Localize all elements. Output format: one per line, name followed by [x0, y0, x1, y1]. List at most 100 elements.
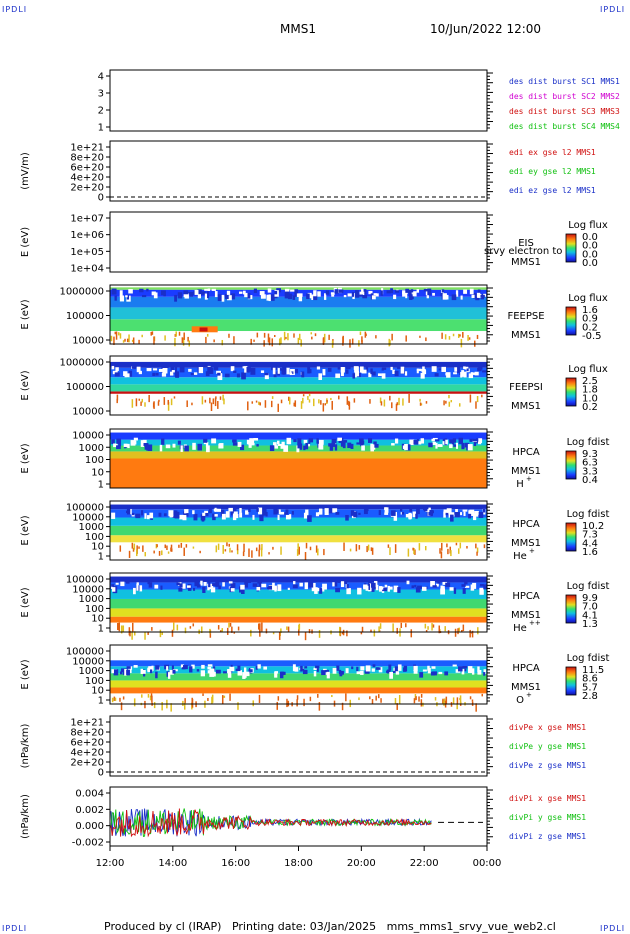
spectrogram-speckle [315, 512, 320, 517]
y-tick-label: 10 [91, 614, 104, 625]
spectrogram-speckle [283, 445, 289, 452]
spectrogram-speckle [431, 666, 436, 669]
spectrogram-speckle [377, 694, 380, 699]
colorbar-tick-label: 4.1 [582, 610, 598, 621]
spectrogram-speckle [396, 703, 398, 710]
colorbar-tick-label: 8.6 [582, 674, 598, 685]
instrument-label: MMS1 [511, 538, 541, 549]
spectrogram-speckle [382, 587, 387, 592]
spectrogram-speckle [262, 508, 267, 516]
spectrogram-speckle [144, 513, 147, 519]
spectrogram-speckle [471, 294, 475, 298]
spectrogram-speckle [476, 395, 479, 403]
spectrogram-speckle [463, 289, 468, 294]
spectrogram-speckle [248, 508, 251, 513]
spectrogram-speckle [374, 580, 378, 588]
spectrogram-speckle [439, 548, 441, 554]
spectrogram-speckle [308, 438, 314, 443]
spectrogram-speckle [196, 584, 201, 588]
spectrogram-speckle [483, 669, 487, 675]
spectrogram-speckle [222, 582, 225, 587]
spectrogram-speckle [400, 508, 403, 512]
spectrogram-speckle [349, 548, 352, 552]
divpi-trace [110, 808, 432, 838]
spectrogram-speckle [461, 442, 465, 450]
spectrogram-speckle [296, 549, 299, 556]
spectrogram-speckle [277, 443, 283, 446]
spectrogram-speckle [466, 368, 469, 372]
spectrogram-speckle [461, 629, 463, 633]
spectrogram-speckle [219, 630, 222, 633]
spectrogram-speckle [122, 696, 125, 700]
spectrogram-speckle [353, 366, 359, 370]
spectrogram-speckle [444, 626, 446, 632]
spectrogram-speckle [360, 666, 365, 671]
y-tick-label: 4 [98, 72, 104, 83]
spectrogram-speckle [172, 622, 175, 631]
spectrogram-speckle [138, 339, 140, 344]
y-tick-label: 1e+21 [70, 143, 104, 154]
spectrogram-speckle [434, 373, 439, 377]
spectrogram-speckle [458, 403, 461, 407]
spectrogram-speckle [421, 586, 427, 591]
instrument-label: MMS1 [511, 257, 541, 268]
spectrogram-speckle [182, 700, 184, 706]
spectrogram-speckle [201, 396, 204, 405]
spectrogram-speckle [343, 542, 345, 551]
spectrogram-speckle [478, 365, 483, 370]
y-tick-label: 1 [98, 696, 104, 707]
y-tick-label: 4e+20 [70, 173, 104, 184]
spectrogram-speckle [464, 668, 467, 672]
y-tick-label: 100000 [66, 647, 104, 658]
spectrogram-speckle [446, 372, 451, 378]
spectrogram-speckle [351, 292, 355, 297]
spectrogram-speckle [237, 702, 239, 710]
colorbar-tick-label: 2.5 [582, 376, 598, 387]
spectrogram-speckle [471, 699, 474, 702]
spectrogram-speckle [142, 439, 147, 446]
spectrogram-speckle [375, 584, 379, 591]
y-tick-label: 0.000 [75, 821, 104, 832]
spectrogram-speckle [478, 511, 484, 518]
spectrogram-speckle [221, 339, 224, 346]
spectrogram-speckle [391, 402, 393, 409]
spectrogram-speckle [155, 543, 158, 549]
colorbar-tick-label: -0.5 [582, 331, 602, 342]
spectrogram-speckle [462, 509, 468, 512]
spectrogram-speckle [189, 626, 192, 629]
spectrogram-speckle [272, 631, 275, 635]
spectrogram-speckle [219, 396, 222, 400]
spectrogram-speckle [350, 510, 355, 516]
spectrogram-speckle [277, 514, 280, 521]
spectrogram-speckle [239, 507, 242, 513]
spectrogram-speckle [324, 293, 327, 300]
spectrogram-speckle [395, 438, 399, 444]
spectrogram-speckle [228, 507, 233, 512]
spectrogram-speckle [416, 508, 420, 515]
spectrogram-speckle [258, 623, 260, 630]
spectrogram-speckle [116, 398, 118, 404]
spectrogram-speckle [144, 443, 149, 450]
spectrogram-speckle [113, 696, 116, 701]
spectrogram-speckle [314, 333, 317, 337]
panel-frame [109, 715, 488, 777]
colorbar-tick-label: 7.3 [582, 530, 598, 541]
spectrogram-speckle [386, 669, 390, 674]
spectrogram-speckle [357, 372, 361, 378]
spectrogram-speckle [196, 669, 200, 672]
spectrogram-speckle [384, 507, 387, 510]
spectrogram-speckle [442, 293, 447, 300]
spectrogram-speckle [174, 511, 180, 519]
spectrogram-speckle [296, 699, 298, 707]
spectrogram-speckle [311, 582, 316, 589]
colorbar-title: Log fdist [567, 509, 610, 520]
spectrogram-speckle [308, 399, 311, 403]
spectrogram-speckle [314, 587, 318, 594]
spectrogram-speckle [290, 289, 295, 292]
spectrogram-speckle [184, 293, 189, 299]
spectrogram-speckle [120, 625, 123, 634]
spectrogram-speckle [369, 696, 371, 700]
spectrogram-speckle [424, 623, 427, 629]
legend-entry: divPe y gse MMS1 [509, 742, 586, 751]
